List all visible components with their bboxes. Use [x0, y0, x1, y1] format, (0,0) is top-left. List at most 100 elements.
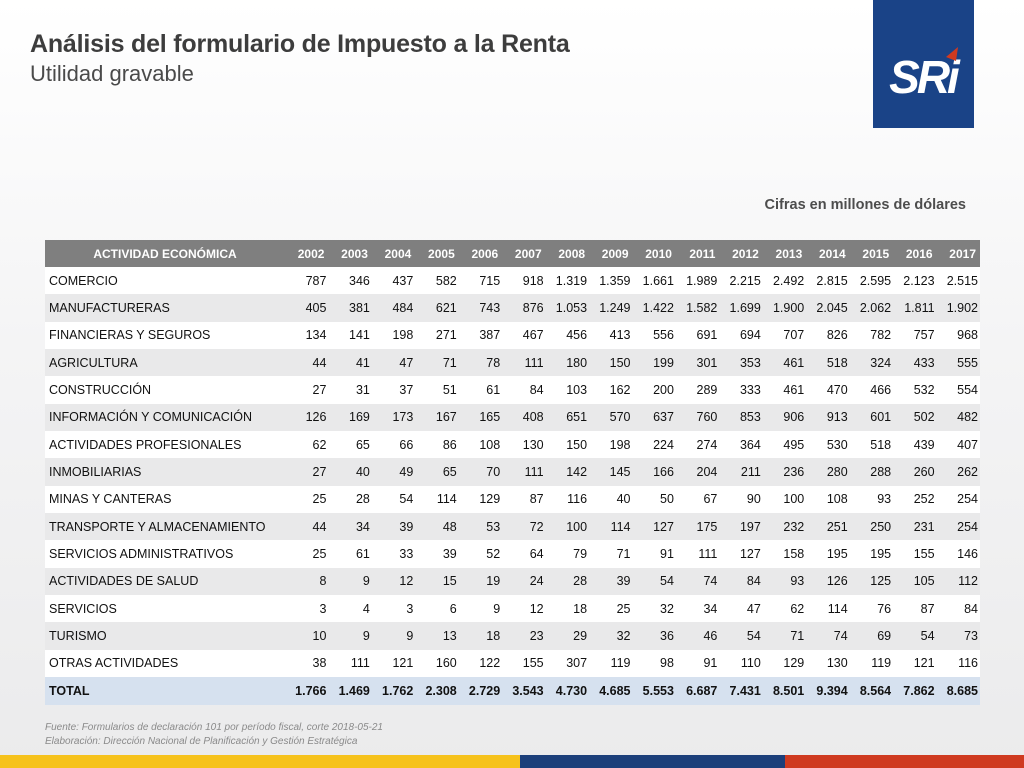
value-cell: 126	[806, 567, 850, 596]
value-cell: 6	[415, 595, 459, 623]
value-cell: 50	[632, 485, 676, 514]
value-cell: 127	[719, 540, 763, 568]
value-cell: 18	[458, 622, 503, 650]
value-cell: 46	[675, 622, 720, 650]
value-cell: 252	[893, 485, 937, 514]
value-cell: 65	[328, 431, 372, 459]
column-header-year: 2007	[502, 240, 546, 267]
value-cell: 61	[328, 540, 372, 568]
value-cell: 274	[675, 431, 720, 459]
value-cell: 70	[458, 458, 503, 486]
value-cell: 167	[415, 403, 459, 432]
value-cell: 200	[632, 376, 676, 404]
value-cell: 93	[849, 485, 894, 514]
value-cell: 160	[415, 649, 459, 678]
value-cell: 231	[893, 513, 937, 541]
value-cell: 405	[285, 294, 329, 322]
table-row: INMOBILIARIAS 27 40 49 65 70 111 142 145 166 204 21…	[45, 458, 980, 486]
value-cell: 54	[893, 622, 937, 650]
activity-name-cell: SERVICIOS ADMINISTRATIVOS	[45, 540, 285, 568]
value-cell: 27	[285, 458, 329, 486]
table-row: TURISMO 10 9 9 13 18 23 29 32 36 46 54 71 74 69 54 73	[45, 622, 980, 650]
table-row: ACTIVIDADES DE SALUD 8 9 12 15 19 24 28 39 54 74 84…	[45, 567, 980, 596]
value-cell: 103	[545, 376, 590, 404]
value-cell: 54	[632, 567, 676, 596]
value-cell: 25	[589, 595, 633, 623]
value-cell: 198	[589, 431, 633, 459]
value-cell: 2.123	[893, 267, 937, 295]
value-cell: 381	[328, 294, 372, 322]
value-cell: 24	[502, 567, 546, 596]
value-cell: 324	[849, 349, 894, 377]
value-cell: 150	[545, 431, 590, 459]
value-cell: 280	[806, 458, 850, 486]
column-header-year: 2012	[719, 240, 763, 267]
value-cell: 29	[545, 622, 590, 650]
value-cell: 64	[502, 540, 546, 568]
value-cell: 621	[415, 294, 459, 322]
value-cell: 72	[502, 513, 546, 541]
value-cell: 100	[762, 485, 807, 514]
value-cell: 141	[328, 321, 372, 350]
value-cell: 74	[675, 567, 720, 596]
value-cell: 110	[719, 649, 763, 678]
table-row: OTRAS ACTIVIDADES 38 111 121 160 122 155 307 119…	[45, 649, 980, 678]
value-cell: 165	[458, 403, 503, 432]
value-cell: 853	[719, 403, 763, 432]
value-cell: 601	[849, 403, 894, 432]
value-cell: 408	[502, 403, 546, 432]
value-cell: 262	[936, 458, 980, 486]
value-cell: 760	[675, 403, 720, 432]
value-cell: 119	[589, 649, 633, 678]
value-cell: 54	[719, 622, 763, 650]
value-cell: 66	[371, 431, 416, 459]
value-cell: 484	[371, 294, 416, 322]
value-cell: 556	[632, 321, 676, 350]
value-cell: 195	[849, 540, 894, 568]
value-cell: 40	[589, 485, 633, 514]
value-cell: 1.699	[719, 294, 763, 322]
value-cell: 9	[371, 622, 416, 650]
value-cell: 84	[719, 567, 763, 596]
table-row: TRANSPORTE Y ALMACENAMIENTO 44 34 39 48 53 72 1…	[45, 513, 980, 541]
value-cell: 41	[328, 349, 372, 377]
column-header-year: 2015	[849, 240, 894, 267]
table-body: COMERCIO 787 346 437 582 715 918 1.319 1.359 1.66…	[45, 267, 980, 705]
value-cell: 3	[371, 595, 416, 623]
value-cell: 65	[415, 458, 459, 486]
value-cell: 169	[328, 403, 372, 432]
value-cell: 25	[285, 485, 329, 514]
value-cell: 114	[806, 595, 850, 623]
value-cell: 651	[545, 403, 590, 432]
value-cell: 437	[371, 267, 416, 295]
value-cell: 52	[458, 540, 503, 568]
source-note: Fuente: Formularios de declaración 101 p…	[45, 721, 383, 749]
value-cell: 1.582	[675, 294, 720, 322]
total-value-cell: 2.308	[415, 677, 459, 705]
value-cell: 2.595	[849, 267, 894, 295]
value-cell: 482	[936, 403, 980, 432]
total-value-cell: 8.501	[762, 677, 807, 705]
value-cell: 1.319	[545, 267, 590, 295]
value-cell: 47	[719, 595, 763, 623]
column-header-year: 2017	[936, 240, 980, 267]
total-row: TOTAL 1.766 1.469 1.762 2.308 2.729 3.543 4.730…	[45, 677, 980, 705]
value-cell: 62	[762, 595, 807, 623]
value-cell: 44	[285, 513, 329, 541]
table-row: SERVICIOS ADMINISTRATIVOS 25 61 33 39 52 64 79 7…	[45, 540, 980, 568]
value-cell: 1.359	[589, 267, 633, 295]
value-cell: 555	[936, 349, 980, 377]
value-cell: 1.811	[893, 294, 937, 322]
value-cell: 86	[415, 431, 459, 459]
value-cell: 78	[458, 349, 503, 377]
value-cell: 782	[849, 321, 894, 350]
value-cell: 121	[371, 649, 416, 678]
value-cell: 134	[285, 321, 329, 350]
value-cell: 502	[893, 403, 937, 432]
column-header-year: 2006	[458, 240, 503, 267]
activity-name-cell: ACTIVIDADES DE SALUD	[45, 567, 285, 596]
value-cell: 439	[893, 431, 937, 459]
value-cell: 25	[285, 540, 329, 568]
value-cell: 364	[719, 431, 763, 459]
value-cell: 757	[893, 321, 937, 350]
